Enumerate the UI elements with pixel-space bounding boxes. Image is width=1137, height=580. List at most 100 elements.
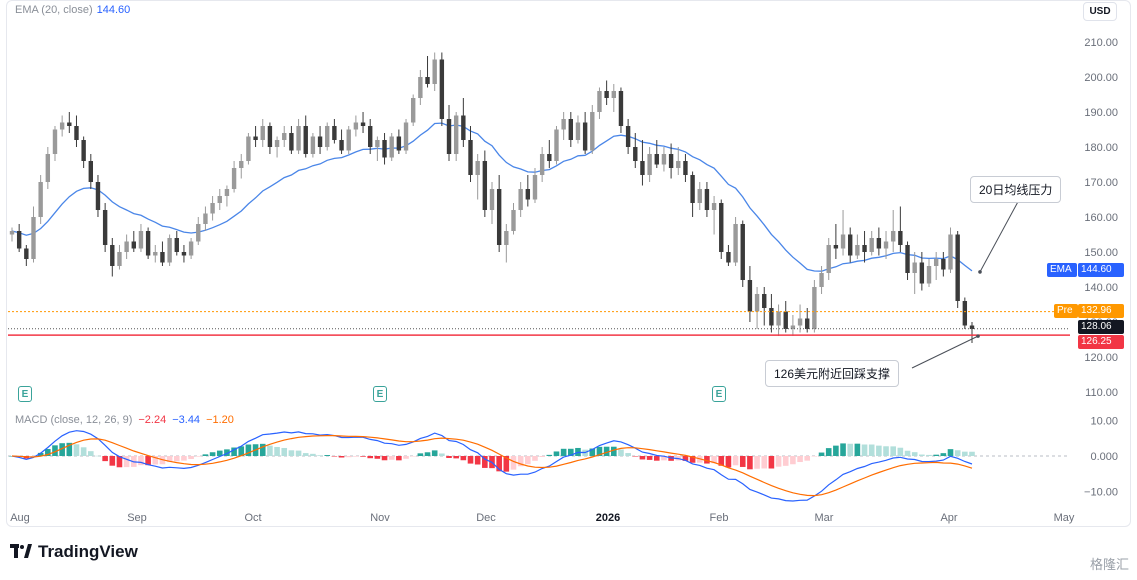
price-tick-label: 110.00 [1085, 387, 1118, 399]
macd-histogram-bar [288, 450, 295, 456]
earnings-badge[interactable]: E [373, 386, 387, 402]
macd-histogram-bar [30, 456, 37, 457]
histogram-value: −1.20 [206, 414, 234, 426]
macd-histogram-bar [560, 448, 567, 456]
macd-histogram-bar [625, 453, 631, 456]
candle [625, 119, 631, 154]
currency-button[interactable]: USD [1083, 2, 1117, 21]
candle [432, 52, 437, 91]
macd-histogram-bar [467, 456, 474, 464]
candle [647, 147, 652, 182]
candle [618, 87, 624, 133]
macd-histogram-bar [324, 455, 331, 456]
macd-histogram-bar [166, 456, 173, 463]
candle [797, 304, 803, 333]
macd-histogram-bar [704, 456, 710, 464]
candle [88, 154, 94, 189]
candle [776, 304, 781, 336]
macd-histogram-bar [202, 454, 209, 456]
macd-histogram-bar [453, 456, 459, 459]
macd-histogram-bar [790, 456, 796, 465]
candle [210, 196, 215, 221]
candle [855, 234, 860, 259]
price-tick-label: 160.00 [1084, 212, 1118, 224]
price-tick-label: 180.00 [1084, 142, 1118, 154]
candle [668, 143, 674, 179]
macd-legend: MACD (close, 12, 26, 9) −2.24 −3.44 −1.20 [15, 414, 234, 426]
candle [239, 154, 244, 179]
resistance-arrow [979, 197, 1021, 273]
macd-histogram-bar [919, 454, 925, 456]
chart-frame [6, 0, 1131, 527]
candle [611, 84, 616, 112]
candle [353, 115, 359, 137]
candle [24, 245, 29, 266]
macd-histogram-bar [66, 442, 73, 456]
candle [719, 199, 724, 259]
candle [174, 231, 179, 256]
ema-legend: EMA (20, close) 144.60 [15, 4, 130, 16]
macd-histogram-bar [80, 447, 87, 456]
signal-line [11, 435, 973, 497]
time-tick-label: Sep [127, 512, 147, 524]
candle [568, 112, 574, 147]
candle [410, 94, 416, 126]
time-tick-label: 2026 [596, 512, 620, 524]
earnings-badge[interactable]: E [712, 386, 726, 402]
time-tick-label: Aug [10, 512, 30, 524]
candle [453, 112, 459, 161]
candle [912, 252, 917, 294]
candle [826, 238, 831, 280]
candle [418, 70, 423, 105]
candle [59, 115, 65, 137]
candle [919, 252, 925, 291]
macd-histogram-bar [388, 456, 395, 460]
candle [926, 259, 932, 287]
candle [317, 126, 323, 154]
candle [489, 182, 495, 224]
candle [131, 231, 136, 252]
macd-histogram-bar [102, 456, 108, 462]
time-tick-label: Oct [244, 512, 261, 524]
support-price-tag: 126.25 [1078, 335, 1124, 349]
candle [676, 147, 681, 175]
macd-histogram-bar [725, 456, 732, 468]
candle [633, 133, 638, 168]
macd-histogram-bar [954, 450, 961, 456]
candle [138, 224, 144, 252]
candle [231, 161, 237, 193]
candle [9, 227, 15, 242]
macd-histogram-bar [317, 455, 323, 456]
candle [181, 245, 187, 263]
candle [67, 112, 72, 133]
pre-tag-value: 132.96 [1078, 304, 1124, 318]
candle [561, 112, 566, 140]
candle [532, 168, 538, 203]
macd-histogram-bar [474, 456, 481, 465]
candle [102, 203, 108, 252]
macd-histogram-bar [517, 456, 524, 467]
macd-histogram-bar [883, 446, 889, 456]
candle [124, 234, 129, 259]
candle [511, 203, 516, 235]
earnings-badge[interactable]: E [18, 386, 32, 402]
candle [153, 245, 158, 263]
candle [95, 175, 101, 217]
macd-tick-label: −10.00 [1084, 487, 1118, 499]
candle [762, 287, 767, 326]
candle [274, 136, 280, 158]
ema-legend-value: 144.60 [96, 4, 131, 16]
macd-histogram-bar [181, 456, 187, 461]
macd-histogram-bar [711, 456, 717, 464]
macd-histogram-bar [661, 456, 667, 461]
support-arrow [911, 335, 979, 369]
macd-histogram-bar [739, 456, 746, 467]
macd-histogram-bar [216, 450, 223, 456]
macd-histogram-bar [646, 456, 653, 460]
macd-histogram-bar [238, 446, 245, 456]
time-tick-label: Dec [476, 512, 496, 524]
candle [654, 140, 659, 168]
macd-histogram-bar [195, 456, 202, 457]
macd-histogram-bar [374, 456, 381, 459]
